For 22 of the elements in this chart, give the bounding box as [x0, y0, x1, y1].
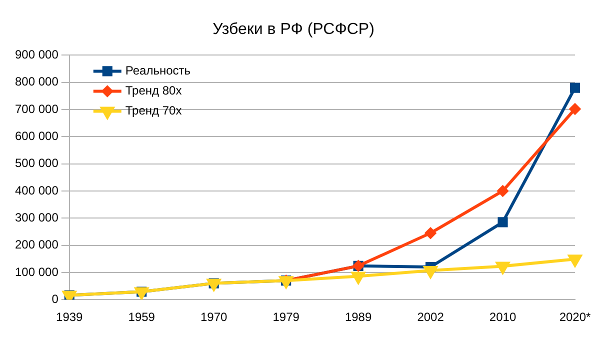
y-tick-label: 700 000: [14, 102, 59, 116]
y-tick-label: 400 000: [14, 183, 59, 198]
y-tick-label: 0: [52, 292, 59, 306]
x-tick-label: 1970: [200, 310, 228, 324]
x-tick-label: 2010: [489, 310, 516, 324]
y-tick-label: 500 000: [14, 156, 59, 170]
x-tick-label: 1979: [272, 310, 300, 324]
x-tick-label: 2020*: [559, 310, 592, 324]
legend-label: Тренд 80х: [125, 84, 182, 98]
y-tick-label: 600 000: [14, 128, 59, 143]
x-tick-label: 1939: [56, 310, 84, 324]
y-tick-label: 200 000: [14, 238, 59, 252]
x-tick-label: 1959: [128, 310, 156, 324]
chart-title: Узбеки в РФ (РСФСР): [212, 21, 374, 38]
y-tick-label: 800 000: [14, 74, 59, 89]
y-tick-label: 900 000: [14, 48, 59, 62]
legend-label: Реальность: [125, 64, 191, 78]
x-tick-label: 1989: [344, 310, 372, 324]
legend-label: Тренд 70х: [125, 104, 182, 118]
x-tick-label: 2002: [417, 310, 444, 324]
y-tick-label: 300 000: [14, 210, 59, 224]
y-tick-label: 100 000: [14, 264, 59, 279]
